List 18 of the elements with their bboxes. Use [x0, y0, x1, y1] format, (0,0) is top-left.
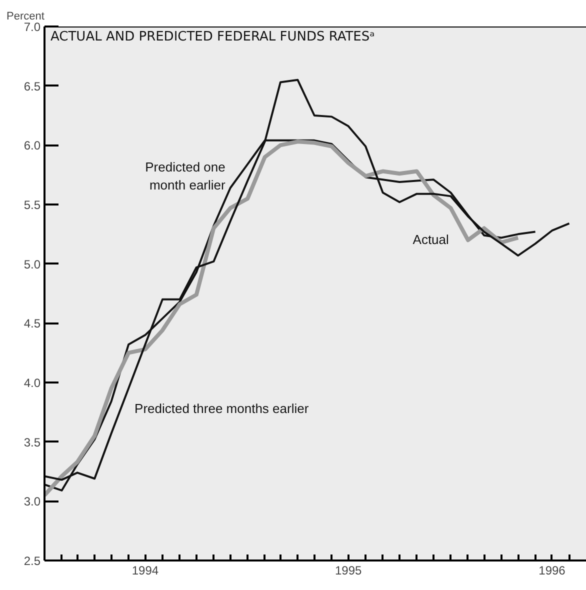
- x-tick-label: 1995: [334, 564, 362, 578]
- y-tick-label: 3.0: [24, 494, 41, 509]
- x-tick-label: 1996: [538, 564, 566, 578]
- series-label: Predicted one month earlier: [145, 159, 226, 192]
- y-tick-label: 4.5: [24, 316, 41, 331]
- y-tick-label: 6.5: [24, 79, 41, 94]
- y-tick-label: 2.5: [24, 554, 41, 568]
- series-label: Actual: [412, 232, 450, 247]
- y-tick-label: 7.0: [24, 20, 41, 34]
- y-tick-label: 6.0: [24, 138, 41, 153]
- chart-title: ACTUAL AND PREDICTED FEDERAL FUNDS RATESᵃ: [50, 30, 375, 44]
- series-label: Predicted three months earlier: [134, 400, 310, 416]
- x-tick-label: 1994: [132, 564, 159, 578]
- y-tick-label: 5.0: [24, 257, 41, 272]
- y-tick-label: 5.5: [24, 198, 41, 212]
- y-tick-label: 3.5: [24, 435, 41, 450]
- y-axis-title: Percent: [6, 10, 44, 22]
- y-tick-label: 4.0: [24, 376, 41, 390]
